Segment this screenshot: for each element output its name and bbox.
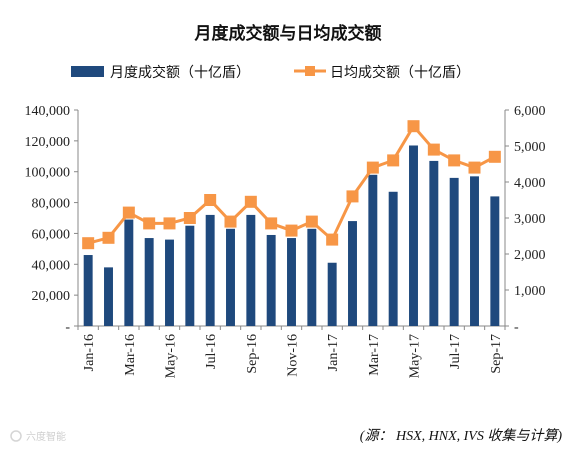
bar bbox=[144, 238, 154, 326]
bar bbox=[124, 219, 134, 326]
y-right-tick-label: 3,000 bbox=[514, 212, 546, 227]
bar bbox=[226, 228, 235, 326]
bar bbox=[266, 234, 276, 326]
y-left-tick-label: - bbox=[65, 320, 70, 335]
line-point bbox=[143, 217, 156, 230]
line-point bbox=[346, 190, 359, 203]
watermark-logo-icon bbox=[10, 430, 22, 442]
legend-swatch-marker bbox=[305, 66, 315, 76]
source-note: (源： HSX, HNX, IVS 收集与计算) bbox=[360, 428, 563, 444]
y-left-tick-label: 60,000 bbox=[32, 227, 71, 242]
x-tick-label: Mar-16 bbox=[123, 334, 138, 376]
y-left-tick-label: 20,000 bbox=[32, 289, 71, 304]
line-point bbox=[102, 231, 115, 244]
legend-label-bar: 月度成交额（十亿盾） bbox=[110, 64, 250, 81]
bar bbox=[449, 177, 459, 326]
chart-title: 月度成交额与日均成交额 bbox=[194, 23, 382, 44]
line-point bbox=[244, 195, 257, 208]
y-right-tick-label: 6,000 bbox=[514, 104, 546, 119]
bar bbox=[409, 145, 418, 326]
line-point bbox=[326, 233, 339, 246]
line-point bbox=[448, 154, 461, 167]
y-left-tick-label: 40,000 bbox=[32, 258, 71, 273]
legend-swatch-bar bbox=[71, 66, 104, 77]
line-point bbox=[488, 150, 501, 163]
legend-label-line: 日均成交额（十亿盾） bbox=[330, 64, 470, 81]
x-tick-label: Jan-17 bbox=[326, 334, 341, 371]
x-tick-label: May-17 bbox=[408, 334, 423, 378]
line-point bbox=[82, 237, 95, 250]
bar bbox=[348, 221, 357, 326]
legend: 月度成交额（十亿盾） 日均成交额（十亿盾） bbox=[71, 64, 470, 81]
x-tick-label: Nov-16 bbox=[286, 334, 301, 377]
y-right-tick-label: 5,000 bbox=[514, 140, 546, 155]
bar bbox=[205, 214, 215, 326]
bar bbox=[165, 239, 174, 326]
y-right-tick-label: - bbox=[514, 320, 519, 335]
line-point bbox=[427, 143, 440, 156]
bar bbox=[490, 196, 500, 326]
line-point bbox=[204, 194, 217, 206]
x-tick-label: May-16 bbox=[164, 334, 179, 378]
line-point bbox=[387, 154, 400, 167]
bar bbox=[185, 225, 195, 326]
bar bbox=[307, 228, 317, 326]
line-point bbox=[305, 215, 318, 228]
bar bbox=[83, 255, 93, 326]
x-tick-label: Sep-16 bbox=[245, 334, 260, 374]
line-point bbox=[163, 217, 176, 230]
y-left-tick-label: 140,000 bbox=[25, 104, 71, 119]
bar bbox=[246, 214, 256, 326]
bar bbox=[470, 176, 479, 326]
line-point bbox=[285, 224, 298, 237]
bar bbox=[327, 262, 337, 326]
bar bbox=[429, 160, 439, 326]
y-right-tick-label: 4,000 bbox=[514, 176, 546, 191]
line-point bbox=[265, 217, 278, 230]
bar bbox=[287, 238, 296, 326]
x-tick-label: Jan-16 bbox=[82, 334, 97, 371]
y-left-tick-label: 120,000 bbox=[25, 135, 71, 150]
y-right-tick-label: 1,000 bbox=[514, 284, 546, 299]
line-point bbox=[122, 206, 135, 219]
line-point bbox=[224, 215, 237, 228]
watermark-text: 六度智能 bbox=[26, 430, 66, 443]
plot-area: - 20,000 40,000 60,000 80,000 100,000 120,000 1… bbox=[25, 104, 546, 378]
bar bbox=[368, 174, 378, 326]
x-tick-label: Jul-16 bbox=[204, 334, 219, 369]
bar bbox=[104, 267, 113, 326]
line-point bbox=[183, 212, 196, 224]
bar bbox=[388, 191, 398, 326]
y-left-tick-label: 80,000 bbox=[32, 197, 71, 212]
x-tick-label: Jul-17 bbox=[448, 334, 463, 369]
line-point bbox=[468, 161, 481, 174]
line-point bbox=[407, 120, 420, 133]
y-right-tick-label: 2,000 bbox=[514, 248, 546, 263]
line-point bbox=[366, 161, 379, 174]
y-left-tick-label: 100,000 bbox=[25, 166, 71, 181]
x-tick-label: Mar-17 bbox=[367, 334, 382, 376]
watermark: 六度智能 bbox=[10, 430, 66, 443]
x-tick-label: Sep-17 bbox=[489, 334, 504, 374]
